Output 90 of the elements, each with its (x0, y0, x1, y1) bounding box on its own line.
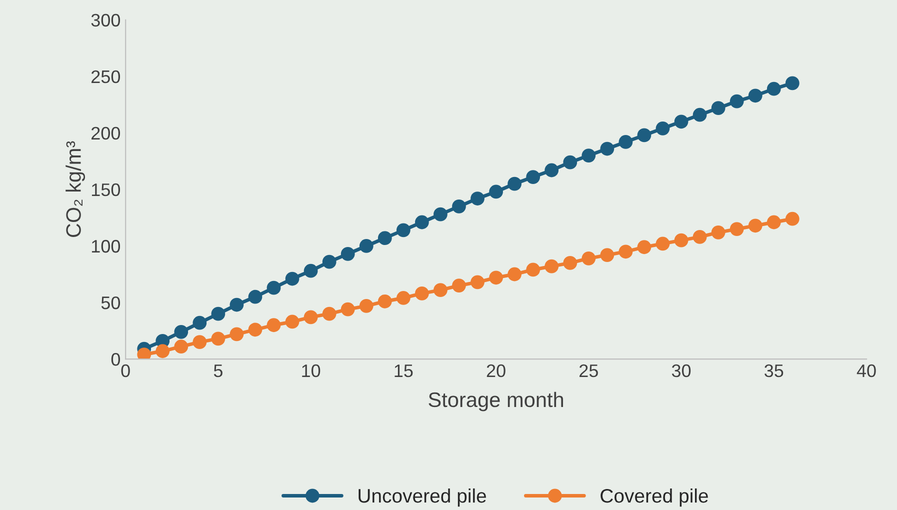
point (730, 222, 744, 236)
point (730, 94, 744, 108)
x-tick-label: 15 (394, 364, 413, 378)
point (434, 283, 448, 298)
point (266, 318, 281, 332)
point (211, 306, 226, 321)
x-tick-label: 5 (214, 364, 222, 378)
point (415, 215, 429, 230)
point (711, 225, 726, 240)
point (248, 290, 262, 304)
point (174, 340, 188, 354)
point (526, 262, 540, 277)
point (304, 264, 318, 278)
x-tick-label: 0 (121, 364, 130, 378)
point (470, 275, 484, 290)
point (434, 207, 448, 222)
point (711, 101, 726, 116)
y-tick-label: 250 (92, 70, 120, 84)
y-tick-label: 0 (111, 352, 120, 366)
point (785, 212, 800, 226)
point (192, 335, 207, 350)
point (396, 291, 410, 305)
point (489, 270, 503, 285)
legend-label: Uncovered pile (358, 488, 486, 507)
point (452, 199, 466, 214)
point (322, 306, 336, 321)
point (637, 240, 652, 254)
point (656, 236, 670, 251)
point (582, 251, 596, 266)
point (137, 348, 152, 360)
point (508, 267, 522, 282)
x-tick-label: 30 (672, 364, 691, 378)
legend-label: Covered pile (600, 488, 708, 507)
point (508, 176, 522, 191)
x-tick-label: 40 (856, 364, 876, 378)
point (544, 163, 559, 178)
y-tick-label: 200 (92, 126, 120, 140)
point (415, 286, 429, 300)
point (526, 170, 540, 184)
point (285, 314, 300, 329)
point (674, 114, 688, 129)
point (230, 327, 244, 342)
point (489, 184, 503, 199)
point (304, 310, 318, 324)
point (230, 298, 244, 312)
point (378, 231, 392, 246)
point (785, 76, 800, 90)
point (748, 218, 762, 233)
point (563, 155, 578, 170)
point (600, 248, 614, 262)
point (452, 278, 466, 292)
point (340, 246, 355, 261)
point (692, 230, 707, 244)
point (674, 233, 688, 248)
point (563, 256, 578, 270)
point (582, 148, 596, 162)
y-tick-label: 150 (92, 183, 120, 196)
point (600, 142, 614, 156)
point (192, 316, 207, 330)
point (544, 259, 559, 274)
point (618, 135, 633, 149)
point (359, 298, 374, 313)
x-tick-label: 10 (302, 364, 320, 378)
x-tick-label: 20 (486, 364, 506, 378)
point (766, 215, 781, 230)
point (156, 344, 170, 358)
y-tick-label: 50 (101, 296, 120, 310)
point (748, 88, 762, 103)
point (396, 223, 410, 238)
point (766, 82, 781, 96)
point (211, 332, 226, 346)
point (285, 272, 300, 286)
point (692, 108, 707, 122)
point (378, 294, 392, 308)
point (637, 128, 652, 142)
point (322, 254, 336, 269)
point (359, 239, 374, 253)
y-tick-label: 100 (92, 240, 120, 253)
point (470, 192, 484, 206)
x-tick-label: 25 (580, 364, 598, 378)
point (618, 244, 633, 259)
point (174, 324, 188, 339)
point (340, 302, 355, 316)
y-axis-title: CO₂ kg/m³ (66, 141, 86, 238)
x-axis-title: Storage month (428, 392, 564, 412)
point (656, 121, 670, 136)
point (248, 322, 262, 337)
point (266, 280, 281, 295)
y-tick-label: 300 (91, 14, 120, 27)
x-tick-label: 35 (764, 364, 784, 378)
